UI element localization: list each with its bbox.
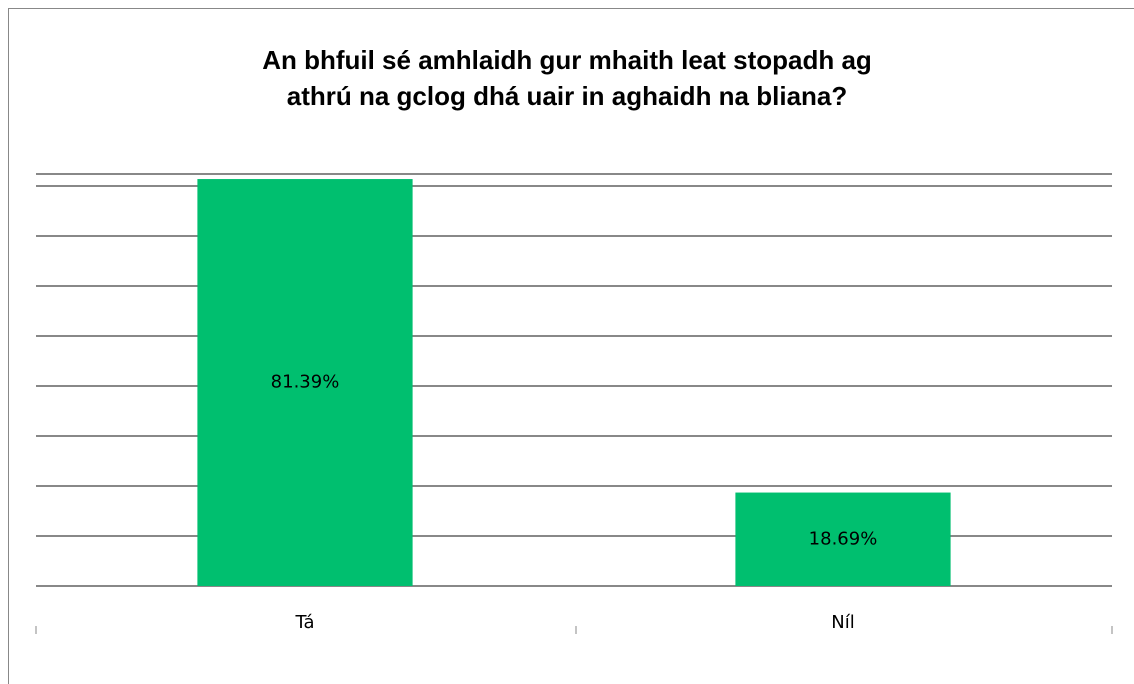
data-label: 81.39% xyxy=(271,372,340,393)
bar xyxy=(197,179,413,587)
chart-title: An bhfuil sé amhlaidh gur mhaith leat st… xyxy=(262,45,872,75)
bar xyxy=(735,492,951,586)
data-label: 18.69% xyxy=(809,528,878,549)
x-tick-label: Tá xyxy=(294,612,314,633)
chart-border xyxy=(8,8,1134,684)
chart-title: athrú na gclog dhá uair in aghaidh na bl… xyxy=(287,81,848,111)
x-tick-label: Níl xyxy=(831,612,854,633)
